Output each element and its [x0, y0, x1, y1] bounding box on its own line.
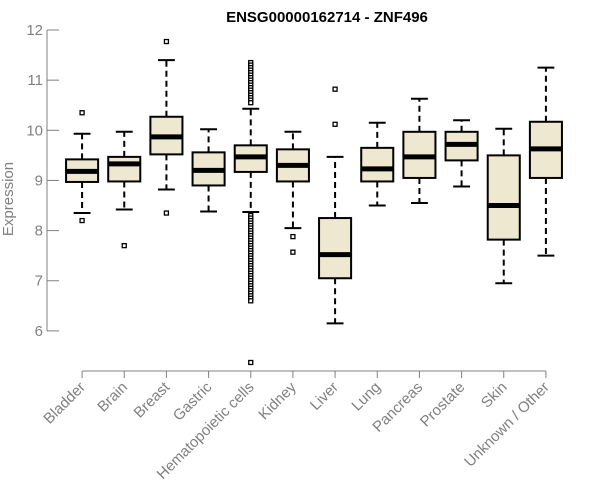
outlier-point [248, 100, 254, 106]
outlier-point [290, 233, 296, 240]
box-unknown-other [528, 66, 563, 257]
iqr-box [360, 146, 395, 183]
box-breast [149, 38, 184, 216]
x-tick-label-kidney: Kidney [255, 378, 300, 423]
x-tick-label-skin: Skin [478, 379, 511, 412]
y-tick-label-9: 9 [35, 172, 43, 189]
box-skin [486, 127, 521, 285]
iqr-box [486, 154, 521, 241]
x-tick-label-prostate: Prostate [417, 379, 469, 431]
iqr-box [107, 155, 142, 183]
box-pancreas [402, 97, 437, 205]
box-bladder [65, 110, 100, 224]
x-tick-label-liver: Liver [307, 379, 342, 414]
outlier-point [163, 38, 170, 45]
x-tick-label-lung: Lung [348, 379, 384, 415]
box-brain [107, 130, 142, 249]
box-kidney [275, 130, 310, 255]
box-lung [360, 121, 395, 207]
x-tick-label-brain: Brain [94, 379, 131, 416]
box-prostate [444, 119, 479, 188]
iqr-box [318, 217, 353, 280]
y-tick-label-7: 7 [35, 273, 43, 290]
x-tick-label-breast: Breast [131, 378, 174, 421]
y-tick-label-10: 10 [26, 122, 43, 139]
chart-title: ENSG00000162714 - ZNF496 [226, 9, 428, 26]
y-tick-label-11: 11 [27, 72, 43, 89]
outlier-point [163, 210, 170, 216]
outlier-point [290, 249, 296, 255]
box-liver [318, 86, 353, 325]
outlier-point [121, 242, 127, 249]
x-tick-label-bladder: Bladder [40, 379, 89, 428]
y-axis: 6 7 8 9 10 11 12 [26, 22, 59, 340]
outlier-point [79, 110, 85, 116]
y-tick-label-6: 6 [35, 323, 43, 340]
outlier-point [248, 298, 254, 304]
outlier-point [248, 359, 254, 366]
outlier-point [332, 121, 338, 127]
y-tick-label-8: 8 [35, 223, 43, 240]
box-hematopoietic-cells [233, 59, 268, 366]
y-axis-label: Expression [0, 162, 17, 236]
outlier-point [332, 86, 338, 92]
outlier-point [79, 217, 85, 224]
boxes-group [65, 38, 563, 366]
y-tick-label-12: 12 [26, 22, 43, 39]
box-gastric [191, 128, 226, 213]
